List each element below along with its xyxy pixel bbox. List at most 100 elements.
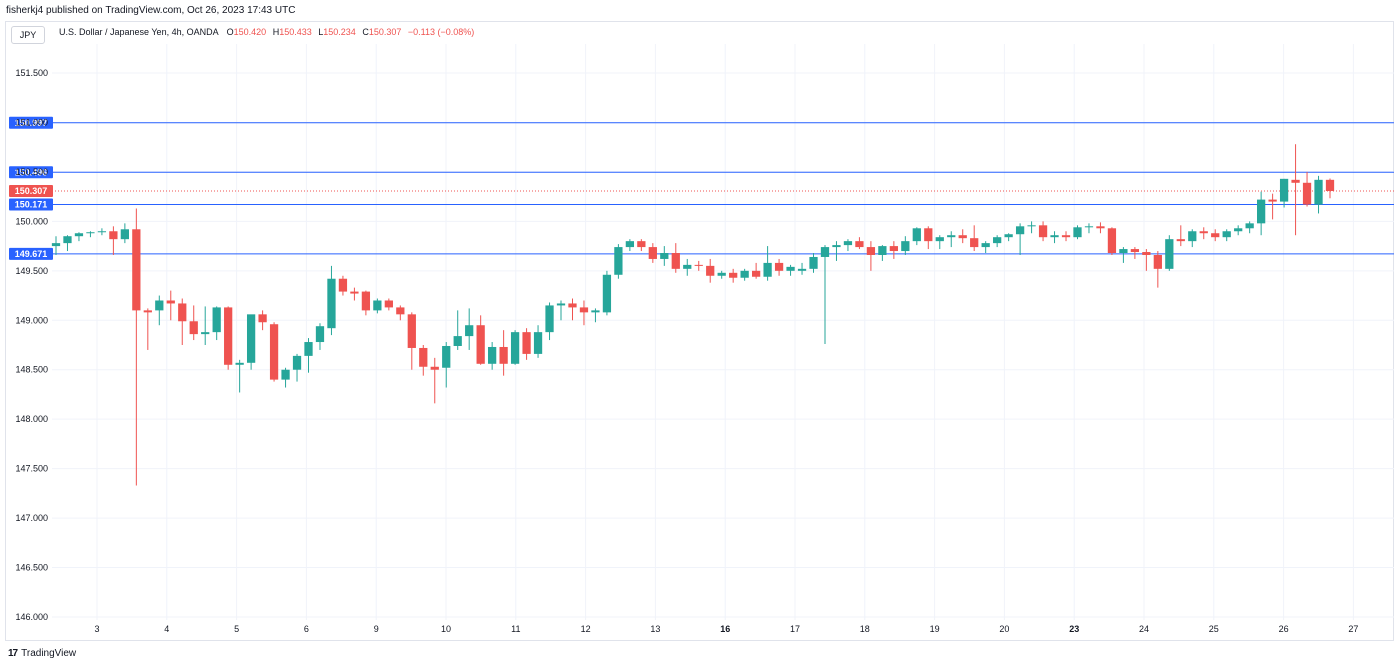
x-tick-label: 13 bbox=[650, 624, 660, 634]
current-price-badge bbox=[9, 184, 53, 197]
horizontal-level-badge bbox=[9, 247, 53, 260]
x-tick-label: 11 bbox=[511, 624, 520, 634]
tradingview-brand[interactable]: TradingView bbox=[21, 648, 77, 659]
candle-body bbox=[912, 228, 921, 242]
y-tick-label: 149.000 bbox=[15, 315, 48, 325]
horizontal-level-badge bbox=[9, 116, 53, 129]
symbol-box[interactable]: JPY bbox=[11, 26, 45, 44]
candle-body bbox=[1050, 235, 1059, 238]
x-tick-label: 5 bbox=[234, 624, 239, 634]
candle-body bbox=[671, 253, 680, 269]
candle-body bbox=[327, 278, 336, 329]
chart-frame bbox=[5, 21, 1394, 641]
y-tick-label: 149.500 bbox=[15, 266, 48, 276]
horizontal-levels: 150.997 150.496 150.171 149.671 150.307 bbox=[9, 116, 1394, 260]
candle-body bbox=[993, 237, 1002, 244]
x-tick-label: 23 bbox=[1069, 624, 1079, 634]
candle-body bbox=[1153, 254, 1162, 269]
candle-body bbox=[212, 307, 221, 333]
footer: 17 TradingView bbox=[8, 648, 76, 659]
candle-body bbox=[809, 256, 818, 269]
candle-body bbox=[1291, 179, 1300, 183]
candle-body bbox=[924, 228, 933, 242]
published-by-text: fisherkj4 published on TradingView.com, … bbox=[6, 5, 296, 16]
candle-body bbox=[901, 241, 910, 252]
y-tick-label: 150.000 bbox=[15, 216, 48, 226]
candle-body bbox=[510, 332, 520, 364]
x-tick-label: 26 bbox=[1279, 624, 1289, 634]
candle-body bbox=[1038, 225, 1048, 238]
candle-body bbox=[579, 307, 589, 313]
candle-body bbox=[981, 243, 990, 248]
candle-body bbox=[740, 270, 749, 278]
candle-body bbox=[1119, 249, 1128, 254]
candle-body bbox=[878, 246, 887, 255]
candle-body bbox=[1176, 239, 1185, 242]
candle-body bbox=[1211, 233, 1220, 238]
candle-body bbox=[648, 247, 657, 259]
tradingview-logo-icon[interactable]: 17 bbox=[8, 648, 18, 659]
candle-body bbox=[63, 236, 72, 244]
candle-body bbox=[591, 310, 600, 313]
candle-body bbox=[1279, 178, 1289, 202]
x-tick-label: 4 bbox=[164, 624, 169, 634]
x-tick-label: 10 bbox=[441, 624, 451, 634]
candle-body bbox=[1257, 199, 1266, 224]
candle-body bbox=[488, 346, 497, 364]
candle-body bbox=[373, 300, 382, 311]
candle-body bbox=[947, 235, 956, 238]
y-tick-label: 151.500 bbox=[15, 68, 48, 78]
candle-body bbox=[304, 342, 313, 356]
candle-body bbox=[660, 253, 669, 259]
candle-body bbox=[1234, 228, 1243, 232]
candle-body bbox=[315, 326, 325, 343]
candle-body bbox=[1004, 234, 1013, 238]
candle-body bbox=[1268, 199, 1277, 202]
legend-change: −0.113 (−0.08%) bbox=[407, 27, 475, 37]
candle-body bbox=[224, 307, 233, 365]
candle-body bbox=[602, 274, 612, 313]
candle-body bbox=[556, 303, 566, 306]
candle-body bbox=[442, 345, 451, 368]
candle-body bbox=[178, 303, 187, 322]
current-price-label: 150.307 bbox=[15, 186, 48, 196]
y-tick-label: 146.500 bbox=[15, 563, 48, 573]
candle-body bbox=[1302, 182, 1312, 205]
x-tick-label: 3 bbox=[94, 624, 99, 634]
candle-body bbox=[419, 347, 428, 367]
candle-body bbox=[1061, 235, 1071, 238]
candle-body bbox=[453, 336, 462, 346]
candle-body bbox=[797, 268, 807, 271]
y-tick-label: 151.000 bbox=[15, 117, 48, 127]
candle-body bbox=[1142, 252, 1151, 255]
candle-body bbox=[258, 314, 267, 323]
candle-body bbox=[568, 303, 577, 308]
x-tick-label: 9 bbox=[374, 624, 379, 634]
candle-body bbox=[246, 314, 256, 363]
price-axis: 151.500 151.000 150.500 150.000 149.500 149.0… bbox=[15, 68, 48, 622]
candle-body bbox=[614, 247, 623, 275]
candle-body bbox=[1245, 223, 1254, 229]
candle-body bbox=[625, 241, 635, 248]
candle-body bbox=[281, 369, 290, 380]
x-tick-label: 27 bbox=[1348, 624, 1358, 634]
candle-body bbox=[1188, 231, 1197, 242]
legend-high: 150.433 bbox=[279, 27, 312, 37]
candle-body bbox=[1130, 249, 1140, 253]
candle-body bbox=[751, 270, 761, 277]
y-tick-label: 147.500 bbox=[15, 464, 48, 474]
candle-body bbox=[970, 238, 979, 248]
horizontal-level-badge bbox=[9, 198, 53, 211]
candle-body bbox=[338, 278, 348, 292]
candle-body bbox=[683, 264, 692, 269]
x-tick-label: 19 bbox=[930, 624, 940, 634]
candle-body bbox=[189, 321, 198, 335]
candle-body bbox=[86, 232, 95, 234]
legend-low-label: L bbox=[318, 27, 324, 37]
legend-title: U.S. Dollar / Japanese Yen, 4h, OANDA bbox=[59, 27, 219, 37]
legend-low: 150.234 bbox=[323, 27, 356, 37]
candle-body bbox=[1165, 239, 1174, 269]
candle-body bbox=[533, 332, 543, 354]
candle-body bbox=[396, 307, 405, 315]
